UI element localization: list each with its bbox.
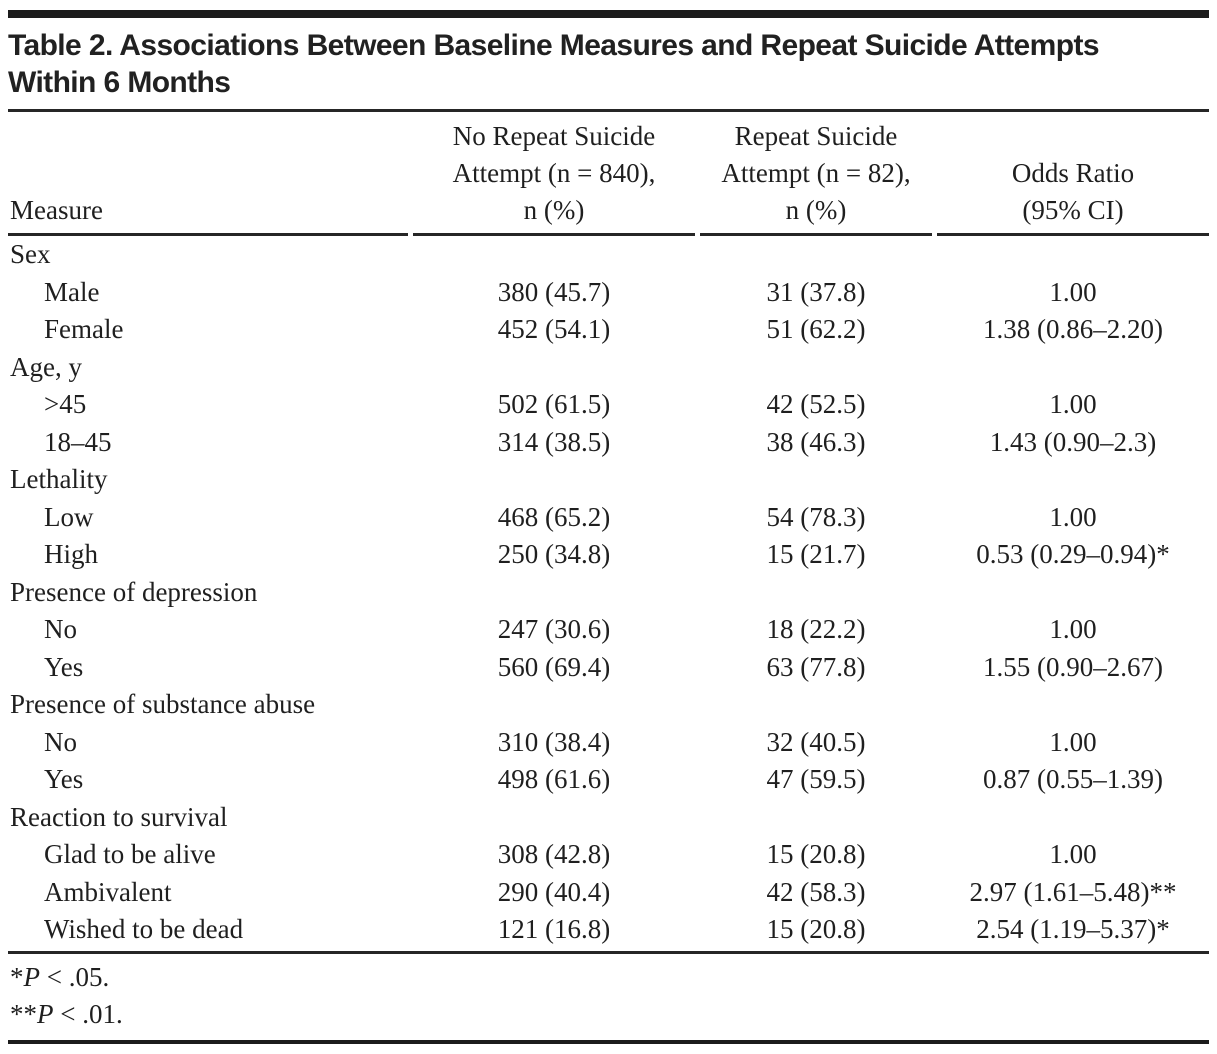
header-line: n (%) <box>785 195 847 225</box>
header-cell-repeat: Repeat Suicide Attempt (n = 82), n (%) <box>700 112 932 236</box>
odds-cell: 2.97 (1.61–5.48)** <box>969 876 1177 907</box>
header-line: n (%) <box>523 195 585 225</box>
header-line: Odds Ratio <box>1011 158 1135 188</box>
no-repeat-cell: 290 (40.4) <box>497 876 611 907</box>
odds-cell: 2.54 (1.19–5.37)* <box>976 914 1170 944</box>
no-repeat-cell: 247 (30.6) <box>497 614 611 644</box>
odds-cell: 1.00 <box>1049 389 1097 419</box>
footnote-line: *P < .05. <box>10 961 110 992</box>
no-repeat-cell: 250 (34.8) <box>497 539 611 569</box>
header-line: Attempt (n = 82), <box>721 158 911 188</box>
measure-cell: >45 <box>44 389 87 419</box>
header-line: Measure <box>10 195 103 225</box>
odds-cell: 1.00 <box>1049 276 1097 307</box>
repeat-cell: 54 (78.3) <box>766 501 866 532</box>
repeat-cell: 15 (20.8) <box>766 914 866 944</box>
group-row-label: Presence of substance abuse <box>10 689 316 719</box>
odds-cell: 1.55 (0.90–2.67) <box>983 651 1163 682</box>
repeat-cell: 63 (77.8) <box>766 651 866 682</box>
table-title: Table 2. Associations Between Baseline M… <box>8 29 1100 99</box>
odds-cell: 1.38 (0.86–2.20) <box>983 314 1163 344</box>
header-line: Attempt (n = 840), <box>452 158 656 188</box>
odds-cell: 1.00 <box>1049 614 1097 644</box>
group-row-label: Presence of depression <box>10 576 258 607</box>
measure-cell: Low <box>44 501 94 532</box>
measure-cell: Glad to be alive <box>44 839 216 869</box>
odds-cell: 1.00 <box>1049 501 1097 532</box>
no-repeat-cell: 498 (61.6) <box>497 764 611 794</box>
measure-cell: 18–45 <box>44 426 112 457</box>
no-repeat-cell: 314 (38.5) <box>497 426 611 457</box>
repeat-cell: 47 (59.5) <box>766 764 866 794</box>
measure-cell: High <box>44 539 98 569</box>
no-repeat-cell: 560 (69.4) <box>497 651 611 682</box>
top-rule <box>8 10 1209 18</box>
measure-cell: Yes <box>44 764 84 794</box>
repeat-cell: 15 (20.8) <box>766 839 866 869</box>
header-line: No Repeat Suicide <box>452 121 656 151</box>
no-repeat-cell: 308 (42.8) <box>497 839 611 869</box>
repeat-cell: 32 (40.5) <box>766 726 866 757</box>
no-repeat-cell: 121 (16.8) <box>497 914 611 944</box>
no-repeat-cell: 310 (38.4) <box>497 726 611 757</box>
group-row-label: Age, y <box>10 351 82 382</box>
repeat-cell: 31 (37.8) <box>766 276 866 307</box>
header-cell-measure: Measure <box>8 112 408 236</box>
header-line: Repeat Suicide <box>734 121 898 151</box>
data-table: Measure No Repeat Suicide Attempt (n = 8… <box>8 112 1209 949</box>
no-repeat-cell: 452 (54.1) <box>497 314 611 344</box>
measure-cell: Ambivalent <box>44 876 172 907</box>
repeat-cell: 15 (21.7) <box>766 539 866 569</box>
odds-cell: 1.00 <box>1049 726 1097 757</box>
repeat-cell: 42 (52.5) <box>766 389 866 419</box>
group-row-label: Lethality <box>10 464 108 494</box>
odds-cell: 1.43 (0.90–2.3) <box>989 426 1157 457</box>
measure-cell: Male <box>44 276 100 307</box>
measure-cell: No <box>44 614 77 644</box>
repeat-cell: 18 (22.2) <box>766 614 866 644</box>
title-rule <box>8 109 1209 112</box>
footer-rule <box>8 950 1209 954</box>
header-line: (95% CI) <box>1022 195 1124 225</box>
measure-cell: Female <box>44 314 124 344</box>
odds-cell: 0.53 (0.29–0.94)* <box>976 539 1170 569</box>
no-repeat-cell: 468 (65.2) <box>497 501 611 532</box>
repeat-cell: 42 (58.3) <box>766 876 866 907</box>
measure-cell: No <box>44 726 77 757</box>
repeat-cell: 51 (62.2) <box>766 314 866 344</box>
header-cell-no-repeat: No Repeat Suicide Attempt (n = 840), n (… <box>413 112 695 236</box>
measure-cell: Wished to be dead <box>44 914 244 944</box>
no-repeat-cell: 380 (45.7) <box>497 276 611 307</box>
odds-cell: 0.87 (0.55–1.39) <box>983 764 1163 794</box>
bottom-rule <box>8 1039 1209 1044</box>
odds-cell: 1.00 <box>1049 839 1097 869</box>
repeat-cell: 38 (46.3) <box>766 426 866 457</box>
no-repeat-cell: 502 (61.5) <box>497 389 611 419</box>
group-row-label: Reaction to survival <box>10 801 228 832</box>
footnotes: *P < .05. **P < .01. <box>8 959 1209 1033</box>
group-row-label: Sex <box>10 239 51 269</box>
header-cell-odds-ratio: Odds Ratio (95% CI) <box>937 112 1209 236</box>
measure-cell: Yes <box>44 651 84 682</box>
footnote-line: **P < .01. <box>10 998 123 1029</box>
